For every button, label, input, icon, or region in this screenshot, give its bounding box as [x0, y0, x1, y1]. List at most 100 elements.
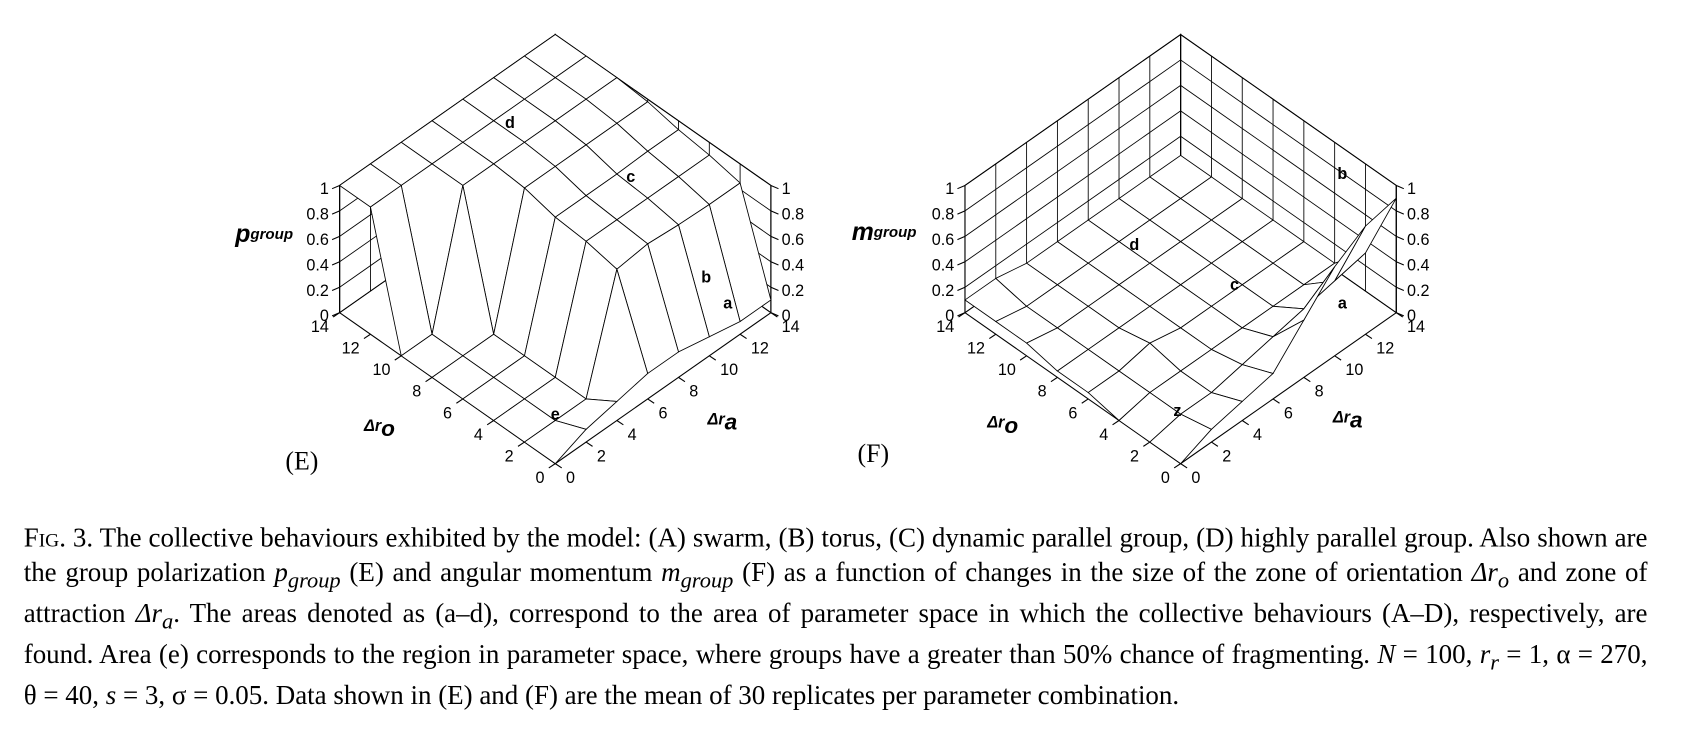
- grid-line: [964, 85, 1181, 237]
- tick-mark: [678, 376, 686, 383]
- surface-cell: [1149, 413, 1213, 465]
- region-label: z: [1173, 402, 1181, 420]
- tick-mark: [1272, 398, 1280, 404]
- tick-mark: [1112, 420, 1120, 426]
- z-tick-label: 0.2: [306, 282, 328, 300]
- z-tick-label: 0: [782, 307, 791, 325]
- z-axis-label-main: m: [852, 218, 874, 245]
- z-tick-label: 0.8: [782, 205, 804, 223]
- y-tick-label: 14: [1407, 318, 1425, 336]
- x-axis-label-main: Δr: [986, 414, 1006, 432]
- tick-mark: [1019, 355, 1027, 361]
- grid-line: [964, 59, 1181, 212]
- tick-mark: [331, 235, 340, 241]
- tick-mark: [957, 286, 966, 291]
- z-tick-label: 0.4: [306, 256, 328, 274]
- tick-mark: [957, 235, 966, 241]
- y-tick-label: 2: [1222, 447, 1231, 465]
- tick-mark: [1303, 376, 1311, 383]
- z-tick-label: 0.2: [1407, 282, 1429, 300]
- z-tick-label: 0: [1407, 307, 1416, 325]
- x-axis-label-main: Δr: [363, 417, 383, 435]
- z-axis-label-sub: group: [249, 226, 293, 243]
- y-tick-label: 14: [782, 318, 800, 336]
- x-tick-label: 6: [443, 404, 452, 422]
- panel-label: (E): [285, 447, 318, 476]
- z-tick-label: 0.6: [782, 231, 804, 249]
- grid-line: [1180, 85, 1397, 237]
- y-tick-label: 10: [720, 361, 738, 379]
- z-tick-label: 0.8: [306, 205, 328, 223]
- tick-mark: [548, 463, 556, 469]
- tick-mark: [486, 420, 494, 426]
- z-axis-label: mgroup: [852, 218, 917, 245]
- tick-mark: [1050, 376, 1058, 383]
- x-tick-label: 12: [342, 340, 360, 358]
- tick-mark: [1396, 235, 1405, 241]
- tick-mark: [957, 184, 966, 190]
- tick-mark: [770, 286, 779, 291]
- caption-symbol: s: [105, 681, 117, 711]
- tick-mark: [989, 333, 997, 340]
- tick-mark: [363, 333, 371, 340]
- region-label: d: [505, 114, 515, 132]
- caption-symbol: Δr: [135, 599, 162, 629]
- x-axis-label: Δro: [986, 413, 1018, 438]
- x-tick-label: 14: [311, 318, 329, 336]
- tick-mark: [1396, 261, 1405, 266]
- region-label: d: [1129, 236, 1139, 254]
- tick-mark: [1143, 441, 1151, 447]
- tick-mark: [1241, 420, 1250, 426]
- z-tick-label: 0.2: [782, 282, 804, 300]
- tick-mark: [1211, 441, 1219, 447]
- z-axis-label: pgroup: [234, 221, 293, 248]
- tick-mark: [1180, 463, 1188, 469]
- tick-mark: [739, 333, 747, 340]
- tick-mark: [1334, 355, 1342, 361]
- caption-subscript: group: [680, 567, 734, 594]
- y-tick-label: 12: [1376, 340, 1394, 358]
- plots: 0 00.2 0.20.4 0.40.6 0.60.8 0.81 1024681012140…: [234, 33, 1430, 487]
- tick-mark: [1396, 210, 1405, 215]
- grid-line: [964, 110, 1181, 263]
- tick-mark: [957, 261, 966, 266]
- caption-text: (F) as a function of changes in the size…: [733, 558, 1472, 588]
- tick-mark: [770, 261, 779, 266]
- tick-mark: [332, 312, 340, 318]
- z-tick-label: 0.6: [932, 231, 954, 249]
- caption-text: (E) and angular momentum: [340, 558, 662, 588]
- tick-mark: [1395, 312, 1404, 318]
- tick-mark: [331, 286, 340, 291]
- x-tick-label: 12: [967, 340, 985, 358]
- region-label: a: [723, 294, 733, 312]
- y-tick-label: 2: [597, 447, 606, 465]
- caption-subscript: r: [1490, 649, 1499, 675]
- x-tick-label: 6: [1068, 404, 1077, 422]
- x-tick-label: 14: [936, 318, 954, 336]
- x-tick-label: 4: [1099, 426, 1108, 444]
- y-axis-label: Δra: [1332, 408, 1363, 433]
- caption-text: = 3, σ = 0.05. Data shown in (E) and (F)…: [116, 681, 1180, 711]
- y-tick-label: 8: [689, 383, 698, 401]
- x-tick-label: 2: [1130, 447, 1139, 465]
- y-tick-label: 6: [658, 404, 667, 422]
- caption-text: The collective behaviours exhibited by t…: [23, 524, 1648, 588]
- tick-mark: [331, 261, 340, 266]
- x-tick-label: 4: [474, 426, 483, 444]
- caption-symbol: p: [274, 558, 288, 588]
- tick-mark: [1396, 184, 1405, 190]
- y-tick-label: 0: [566, 469, 575, 487]
- region-label: c: [1230, 276, 1239, 294]
- y-tick-label: 10: [1345, 361, 1363, 379]
- z-tick-label: 1: [1407, 180, 1416, 198]
- grid-line: [964, 34, 1181, 186]
- x-axis-label: Δro: [363, 416, 395, 441]
- tick-mark: [647, 398, 655, 404]
- tick-mark: [958, 312, 966, 318]
- z-tick-label: 1: [945, 180, 954, 198]
- tick-mark: [517, 441, 525, 447]
- tick-mark: [331, 210, 340, 215]
- caption-subscript: group: [287, 567, 341, 594]
- tick-mark: [1396, 286, 1405, 291]
